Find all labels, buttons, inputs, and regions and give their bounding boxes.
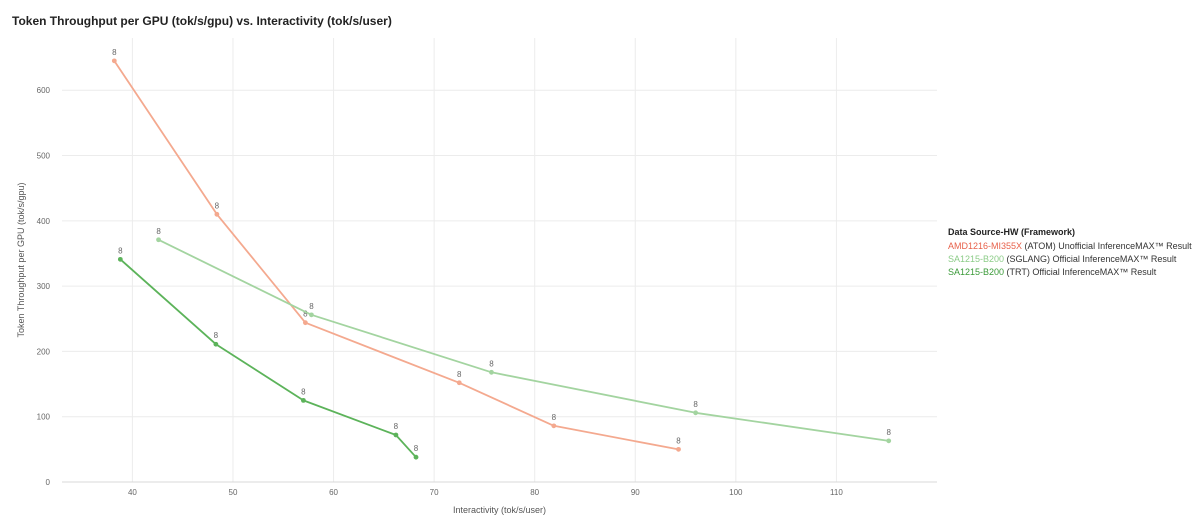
- data-label: 8: [156, 227, 161, 236]
- y-tick-label: 500: [37, 152, 51, 161]
- data-label: 8: [394, 422, 399, 431]
- y-tick-label: 400: [37, 217, 51, 226]
- data-label: 8: [301, 387, 306, 396]
- legend-series-desc: (ATOM) Unofficial InferenceMAX™ Result: [1022, 241, 1192, 251]
- x-tick-label: 50: [229, 488, 238, 497]
- data-label: 8: [309, 302, 314, 311]
- data-point: [111, 58, 117, 64]
- data-point: [551, 423, 557, 429]
- legend-series-name: AMD1216-MI355X: [948, 241, 1023, 251]
- data-point: [489, 369, 494, 375]
- data-label: 8: [552, 413, 557, 422]
- data-point: [309, 312, 314, 318]
- series-line: [158, 238, 889, 442]
- data-label: 8: [214, 331, 219, 340]
- axis-layer: 40 50 60 70 80 90 100 110 0 100 200 300 400 500 600: [37, 86, 937, 497]
- data-label: 8: [303, 310, 308, 319]
- legend-item-sglang[interactable]: SA1215-B200 (SGLANG) Official InferenceM…: [948, 253, 1192, 266]
- series-line: [119, 258, 417, 458]
- data-point: [456, 380, 462, 386]
- data-point: [693, 410, 699, 416]
- x-tick-label: 40: [128, 488, 137, 497]
- legend-title: Data Source-HW (Framework): [948, 227, 1076, 237]
- y-tick-label: 600: [37, 86, 51, 95]
- legend-series-name: SA1215-B200: [948, 254, 1005, 264]
- data-point: [300, 397, 306, 403]
- data-point: [156, 237, 161, 243]
- y-tick-label: 0: [46, 478, 51, 487]
- series-line: [113, 60, 679, 451]
- data-label: 8: [489, 359, 494, 368]
- legend-item-atom[interactable]: AMD1216-MI355X (ATOM) Unofficial Inferen…: [948, 240, 1192, 253]
- data-label: 8: [414, 444, 419, 453]
- data-label: 8: [215, 201, 220, 210]
- data-point: [213, 341, 219, 347]
- legend-series-desc: (SGLANG) Official InferenceMAX™ Result: [1004, 254, 1177, 264]
- data-label: 8: [886, 428, 891, 437]
- chart-title: Token Throughput per GPU (tok/s/gpu) vs.…: [12, 14, 392, 28]
- y-tick-label: 200: [37, 347, 51, 356]
- data-label: 8: [676, 436, 681, 445]
- x-tick-label: 60: [329, 488, 338, 497]
- data-point: [676, 446, 681, 452]
- data-label: 8: [118, 246, 123, 255]
- data-label: 8: [112, 48, 117, 57]
- x-tick-label: 80: [530, 488, 539, 497]
- x-tick-label: 70: [430, 488, 439, 497]
- legend: Data Source-HW (Framework) AMD1216-MI355…: [948, 226, 1192, 279]
- x-axis-title: Interactivity (tok/s/user): [453, 505, 546, 515]
- data-label: 8: [693, 400, 698, 409]
- data-point: [886, 438, 892, 444]
- data-point: [302, 320, 308, 326]
- data-point: [214, 211, 220, 217]
- data-label: 8: [457, 370, 462, 379]
- x-tick-label: 100: [729, 488, 743, 497]
- y-tick-label: 300: [37, 282, 51, 291]
- grid-layer: [62, 38, 937, 483]
- data-point: [117, 256, 123, 262]
- legend-series-desc: (TRT) Official InferenceMAX™ Result: [1004, 267, 1157, 277]
- y-tick-label: 100: [37, 413, 51, 422]
- legend-item-trt[interactable]: SA1215-B200 (TRT) Official InferenceMAX™…: [948, 266, 1192, 279]
- y-axis-title: Token Throughput per GPU (tok/s/gpu): [16, 183, 26, 338]
- x-tick-label: 90: [631, 488, 640, 497]
- data-point: [413, 454, 419, 460]
- data-point: [393, 432, 399, 438]
- x-tick-label: 110: [830, 488, 843, 497]
- legend-series-name: SA1215-B200: [948, 267, 1005, 277]
